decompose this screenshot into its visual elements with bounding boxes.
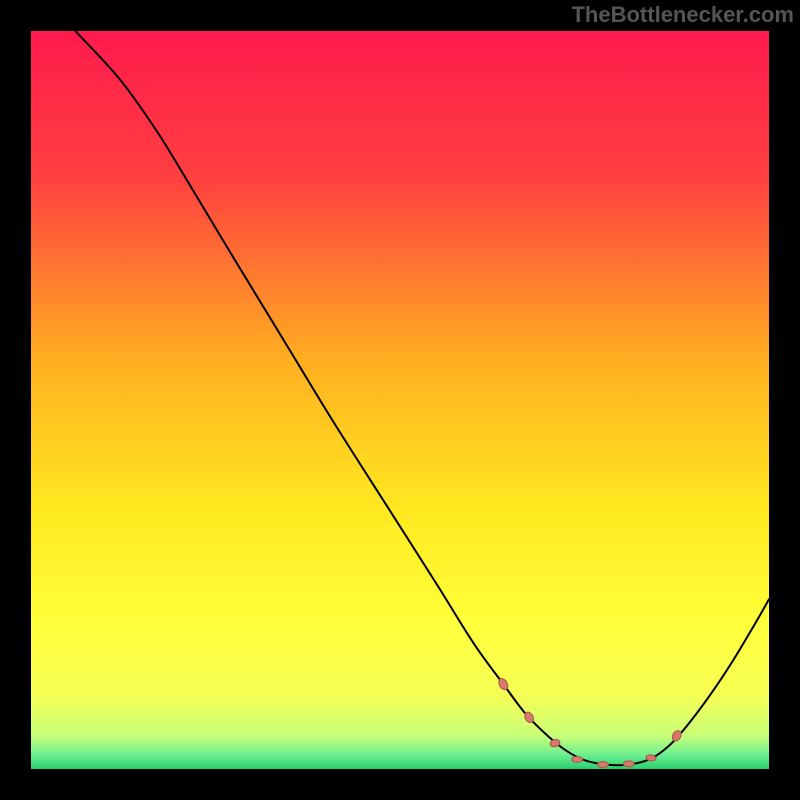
chart-background — [31, 31, 769, 769]
attribution-label: TheBottlenecker.com — [571, 0, 800, 28]
curve-marker — [597, 762, 608, 768]
curve-marker — [572, 756, 583, 762]
chart-svg — [31, 31, 769, 769]
chart-stage: TheBottlenecker.com — [0, 0, 800, 800]
chart-plot — [31, 31, 769, 769]
curve-marker — [623, 761, 634, 767]
